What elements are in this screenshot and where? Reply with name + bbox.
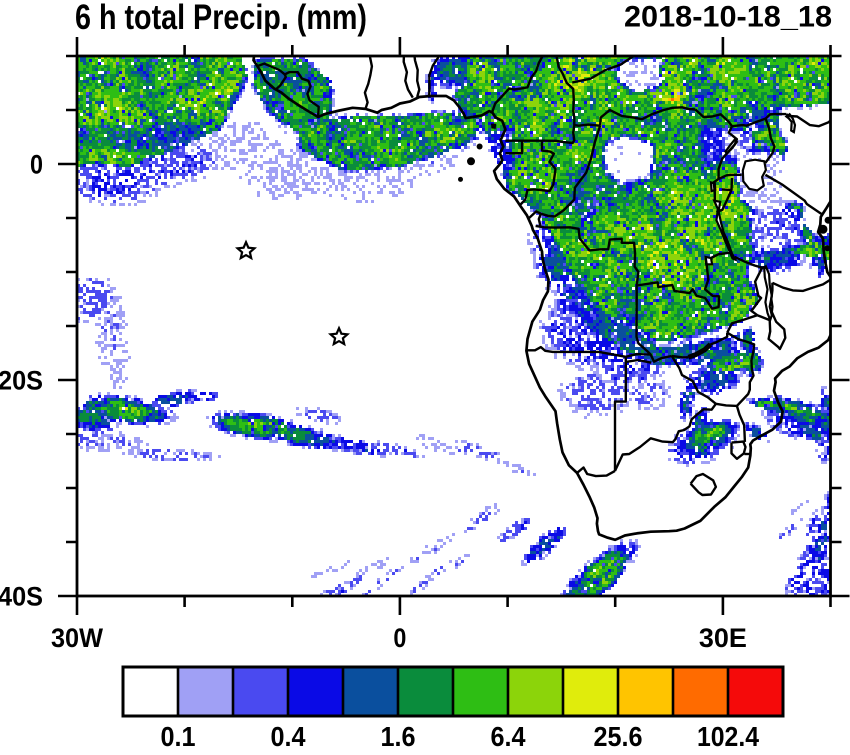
svg-text:102.4: 102.4	[697, 721, 759, 750]
svg-text:20S: 20S	[0, 366, 43, 396]
svg-text:25.6: 25.6	[594, 721, 643, 750]
svg-text:0: 0	[30, 150, 43, 180]
svg-text:6 h total Precip. (mm): 6 h total Precip. (mm)	[75, 0, 367, 37]
svg-text:1.6: 1.6	[381, 721, 416, 750]
svg-text:0.1: 0.1	[161, 721, 196, 750]
svg-text:0.4: 0.4	[271, 721, 306, 750]
svg-text:6.4: 6.4	[491, 721, 526, 750]
svg-text:0: 0	[393, 623, 406, 653]
svg-text:40S: 40S	[0, 582, 43, 612]
svg-text:30E: 30E	[699, 623, 747, 653]
svg-text:30W: 30W	[51, 623, 103, 653]
svg-text:2018-10-18_18: 2018-10-18_18	[624, 1, 832, 34]
